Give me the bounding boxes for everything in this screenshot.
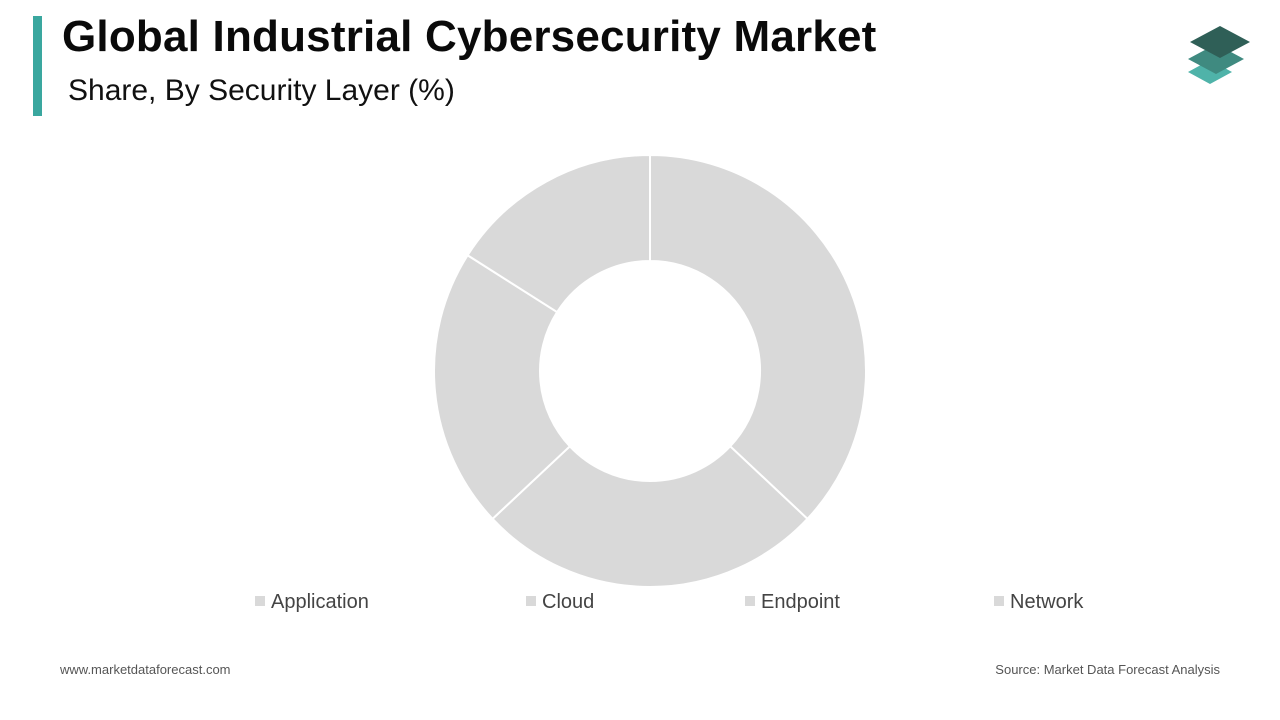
- page-subtitle: Share, By Security Layer (%): [68, 74, 455, 107]
- footer-website: www.marketdataforecast.com: [60, 662, 231, 677]
- legend-item-endpoint: Endpoint: [745, 591, 840, 613]
- chart-legend: Application Cloud Endpoint Network: [255, 591, 1084, 613]
- donut-slice-network: [466, 153, 651, 314]
- legend-swatch-application: [255, 596, 265, 606]
- legend-item-network: Network: [994, 591, 1084, 613]
- legend-swatch-network: [994, 596, 1004, 606]
- donut-slice-cloud: [491, 444, 809, 588]
- donut-slices: [433, 153, 867, 588]
- donut-slice-endpoint: [433, 253, 572, 521]
- legend-item-application: Application: [255, 591, 369, 613]
- legend-swatch-endpoint: [745, 596, 755, 606]
- footer-source: Source: Market Data Forecast Analysis: [995, 662, 1220, 677]
- logo-layer-top: [1190, 26, 1250, 58]
- legend-label-application: Application: [271, 591, 369, 613]
- legend-item-cloud: Cloud: [526, 591, 594, 613]
- legend-label-cloud: Cloud: [542, 591, 594, 613]
- title-accent-bar: [33, 16, 42, 116]
- legend-swatch-cloud: [526, 596, 536, 606]
- legend-label-network: Network: [1010, 591, 1084, 613]
- legend-label-endpoint: Endpoint: [761, 591, 840, 613]
- page-title: Global Industrial Cybersecurity Market: [62, 12, 877, 61]
- brand-logo-icon: [1188, 26, 1250, 84]
- donut-slice-application: [649, 153, 867, 521]
